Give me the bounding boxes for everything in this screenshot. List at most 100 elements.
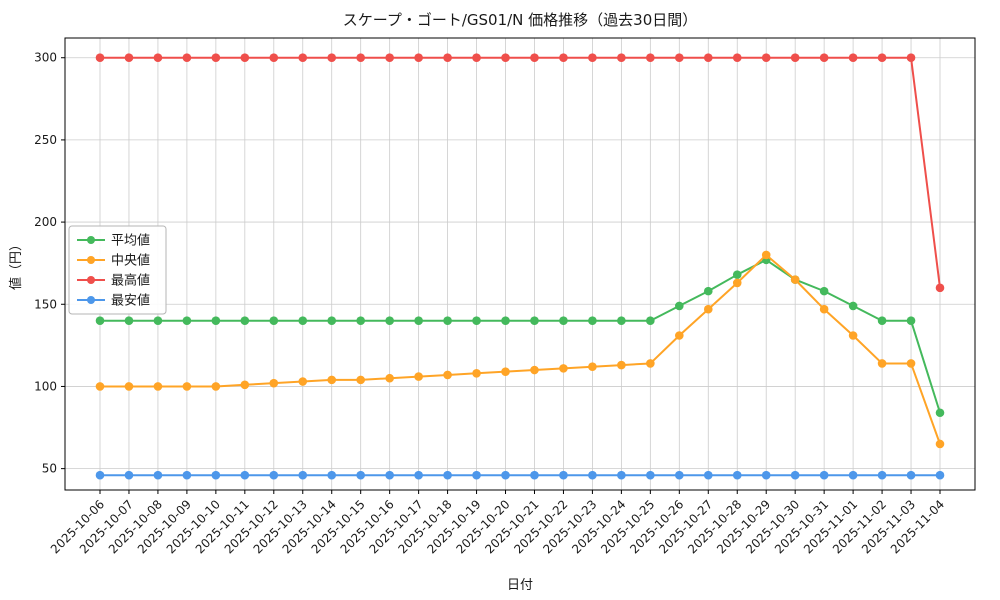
series-point-median (356, 375, 365, 385)
series-point-avg (298, 316, 308, 326)
series-point-min (95, 470, 105, 480)
legend-label-min: 最安値 (111, 293, 150, 309)
series-point-max (182, 53, 192, 63)
series-point-max (646, 53, 655, 63)
series-point-min (819, 470, 829, 480)
series-point-min (530, 470, 539, 480)
gridlines (65, 38, 975, 490)
series-point-avg (356, 316, 365, 326)
series-point-avg (327, 316, 337, 326)
series-lines (95, 53, 945, 480)
legend-marker-median (87, 256, 95, 264)
series-point-median (790, 275, 800, 284)
series-point-min (327, 470, 337, 480)
series-point-min (906, 470, 916, 480)
series-point-median (443, 370, 452, 380)
series-point-median (472, 369, 481, 378)
series-point-median (588, 362, 597, 372)
series-point-max (848, 53, 858, 63)
series-point-max (588, 53, 597, 63)
series-point-median (95, 382, 105, 391)
series-point-min (124, 470, 134, 480)
series-point-min (703, 470, 713, 480)
series-line-median (99, 253, 941, 445)
series-point-min (501, 470, 510, 480)
series-point-median (819, 304, 829, 314)
series-point-avg (501, 316, 510, 326)
series-point-avg (617, 316, 626, 326)
series-point-min (385, 470, 394, 480)
series-point-median (182, 382, 192, 391)
series-point-avg (877, 316, 887, 326)
series-point-median (501, 367, 510, 376)
series-point-max (298, 53, 308, 63)
series-point-median (877, 359, 887, 368)
legend-label-median: 中央値 (111, 253, 150, 269)
series-point-avg (703, 286, 713, 296)
series-point-avg (95, 316, 105, 326)
series-point-avg (848, 301, 858, 311)
series-point-min (240, 470, 250, 480)
y-axis-label: 値（円） (8, 238, 24, 290)
series-point-max (906, 53, 916, 63)
series-point-max (675, 53, 684, 63)
series-point-max (356, 53, 365, 63)
series-point-min (182, 470, 192, 480)
series-point-min (646, 470, 655, 480)
series-point-avg (153, 316, 163, 326)
series-line-avg (99, 258, 941, 414)
series-point-median (385, 373, 394, 383)
series-point-min (877, 470, 887, 480)
series-point-avg (240, 316, 250, 326)
legend-marker-min (87, 296, 95, 304)
series-point-median (761, 250, 771, 260)
series-point-max (472, 53, 481, 63)
series-point-max (761, 53, 771, 63)
series-point-max (501, 53, 510, 63)
series-point-avg (472, 316, 481, 326)
series-point-avg (819, 286, 829, 296)
series-point-max (124, 53, 134, 63)
series-point-max (153, 53, 163, 63)
series-point-median (675, 331, 684, 340)
series-point-min (269, 470, 279, 480)
series-point-max (385, 53, 394, 63)
legend-label-avg: 平均値 (111, 233, 150, 249)
series-point-max (732, 53, 742, 63)
series-point-min (848, 470, 858, 480)
series-point-avg (182, 316, 192, 326)
series-point-max (211, 53, 221, 63)
series-point-min (414, 470, 423, 480)
series-point-min (211, 470, 221, 480)
series-point-max (819, 53, 829, 63)
series-point-median (240, 380, 250, 390)
series-point-avg (935, 408, 945, 418)
series-line-max (99, 56, 941, 289)
series-point-median (559, 364, 568, 373)
series-point-min (790, 470, 800, 480)
series-point-max (530, 53, 539, 63)
series-point-min (472, 470, 481, 480)
series-point-avg (385, 316, 394, 326)
series-point-median (530, 365, 539, 375)
y-tick-label: 150 (34, 297, 57, 311)
series-point-avg (124, 316, 134, 326)
series-point-median (703, 304, 713, 314)
series-point-min (559, 470, 568, 480)
series-point-median (153, 382, 163, 391)
series-point-avg (269, 316, 279, 326)
series-point-max (877, 53, 887, 63)
series-point-avg (211, 316, 221, 326)
series-point-max (327, 53, 337, 63)
series-point-avg (732, 270, 742, 279)
series-point-min (588, 470, 597, 480)
series-point-median (935, 439, 945, 449)
legend-box (68, 225, 167, 315)
series-point-median (617, 360, 626, 370)
x-axis-label: 日付 (507, 578, 533, 593)
series-point-min (732, 470, 742, 480)
series-point-median (906, 359, 916, 368)
series-point-median (327, 375, 337, 385)
